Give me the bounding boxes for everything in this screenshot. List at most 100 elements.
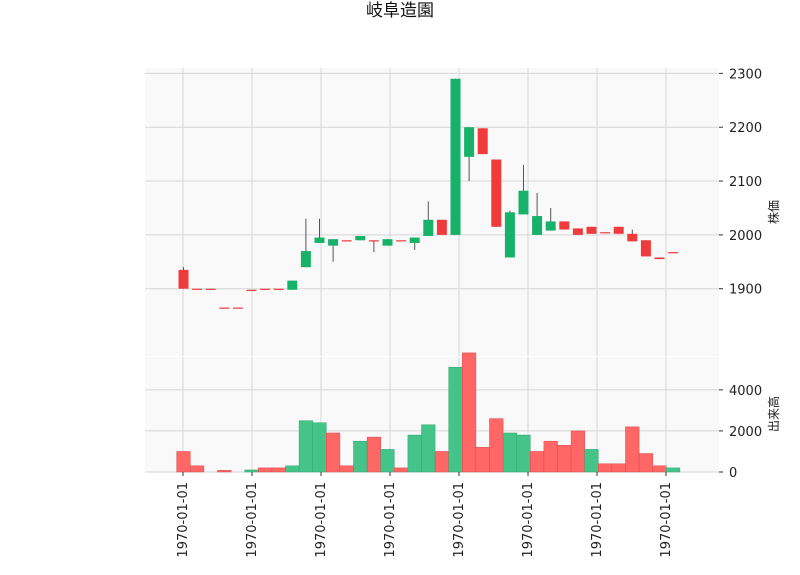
candle-body: [409, 237, 420, 243]
x-tick-label: 1970-01-01: [659, 482, 674, 558]
volume-bar: [434, 451, 449, 473]
x-tick-label: 1970-01-01: [176, 482, 191, 558]
x-tick-label: 1970-01-01: [383, 482, 398, 558]
volume-bar: [217, 470, 232, 473]
candle-body: [328, 239, 339, 246]
volume-bar: [611, 463, 626, 473]
candle-body: [314, 237, 325, 243]
volume-bar: [285, 465, 300, 473]
volume-panel: 0 2000 4000 出来高: [145, 352, 781, 481]
volume-bar: [326, 432, 341, 473]
candle-body: [287, 280, 298, 290]
price-tick-label: 1900: [729, 283, 762, 298]
candle-body: [545, 221, 556, 231]
volume-bar: [598, 463, 613, 473]
candle-body: [260, 288, 271, 290]
volume-bar: [530, 451, 545, 473]
price-tick-label: 2300: [729, 67, 762, 82]
volume-bar: [339, 465, 354, 473]
candle-body: [273, 288, 284, 290]
candle-body: [436, 219, 447, 235]
volume-bar: [666, 467, 681, 473]
price-tick-label: 2200: [729, 121, 762, 136]
candle-body: [232, 307, 243, 309]
volume-bar: [489, 418, 504, 473]
volume-tick-label: 2000: [729, 425, 762, 440]
volume-bar: [462, 352, 477, 473]
volume-bar: [543, 440, 558, 473]
candle-body: [613, 226, 624, 234]
chart-title: 岐阜造園: [366, 1, 434, 21]
volume-tick-label: 4000: [729, 384, 762, 399]
volume-bar: [448, 367, 463, 473]
price-plot-area: [145, 68, 719, 356]
volume-bar: [244, 469, 259, 473]
volume-bar: [502, 432, 517, 473]
candle-body: [355, 235, 366, 241]
candle-body: [668, 252, 679, 254]
volume-bar: [176, 451, 191, 473]
candle-body: [518, 190, 529, 215]
candle-body: [246, 289, 257, 291]
volume-y-ticks: 0 2000 4000: [719, 384, 762, 481]
candle-body: [477, 128, 488, 155]
volume-bar: [570, 430, 585, 473]
x-tick-label: 1970-01-01: [521, 482, 536, 558]
volume-bar: [366, 436, 381, 473]
volume-bar: [557, 445, 572, 473]
volume-bar: [625, 426, 640, 473]
volume-bar: [353, 440, 368, 473]
volume-bar: [516, 434, 531, 473]
volume-bar: [421, 424, 436, 473]
volume-bar: [258, 467, 273, 473]
x-tick-label: 1970-01-01: [590, 482, 605, 558]
price-y-ticks: 1900 2000 2100 2200 2300: [719, 67, 762, 298]
candle-body: [464, 127, 475, 157]
volume-tick-label: 0: [729, 466, 737, 481]
volume-bar: [190, 465, 205, 473]
volume-bar: [271, 467, 286, 473]
candle-body: [559, 221, 570, 230]
candle-body: [504, 212, 515, 258]
volume-bar: [312, 422, 327, 473]
candle-body: [341, 240, 352, 242]
candle-body: [382, 239, 393, 246]
x-axis-ticks: 1970-01-01 1970-01-01 1970-01-01 1970-01-01…: [176, 472, 674, 558]
candle-body: [450, 78, 461, 235]
volume-bar: [652, 465, 667, 473]
x-tick-label: 1970-01-01: [245, 482, 260, 558]
price-panel: 1900 2000 2100 2200 2300 株価: [145, 67, 781, 356]
candle-body: [192, 288, 203, 290]
price-candles: [178, 78, 679, 309]
candle-body: [640, 240, 651, 257]
volume-bar: [407, 434, 422, 473]
x-tick-label: 1970-01-01: [314, 482, 329, 558]
candle-body: [396, 240, 407, 242]
volume-bar: [394, 467, 409, 473]
candle-body: [491, 159, 502, 227]
volume-y-axis-label: 出来高: [766, 396, 781, 432]
candle-body: [219, 307, 230, 309]
candle-body: [600, 232, 611, 234]
volume-bar: [475, 447, 490, 473]
price-tick-label: 2100: [729, 175, 762, 190]
candle-body: [627, 233, 638, 242]
candle-body: [205, 288, 216, 290]
volume-bar: [380, 449, 395, 473]
volume-bar: [638, 453, 653, 473]
candle-body: [586, 226, 597, 234]
candle-body: [178, 269, 189, 289]
volume-bar: [298, 420, 313, 473]
candle-body: [423, 219, 434, 236]
candle-body: [532, 216, 543, 235]
candle-body: [368, 240, 379, 242]
volume-bar: [584, 449, 599, 473]
candle-body: [300, 251, 311, 268]
candle-body: [654, 257, 665, 260]
price-y-axis-label: 株価: [766, 200, 781, 224]
price-tick-label: 2000: [729, 229, 762, 244]
x-tick-label: 1970-01-01: [452, 482, 467, 558]
candle-body: [572, 228, 583, 235]
